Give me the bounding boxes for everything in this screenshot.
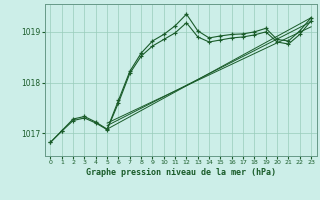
X-axis label: Graphe pression niveau de la mer (hPa): Graphe pression niveau de la mer (hPa) — [86, 168, 276, 177]
